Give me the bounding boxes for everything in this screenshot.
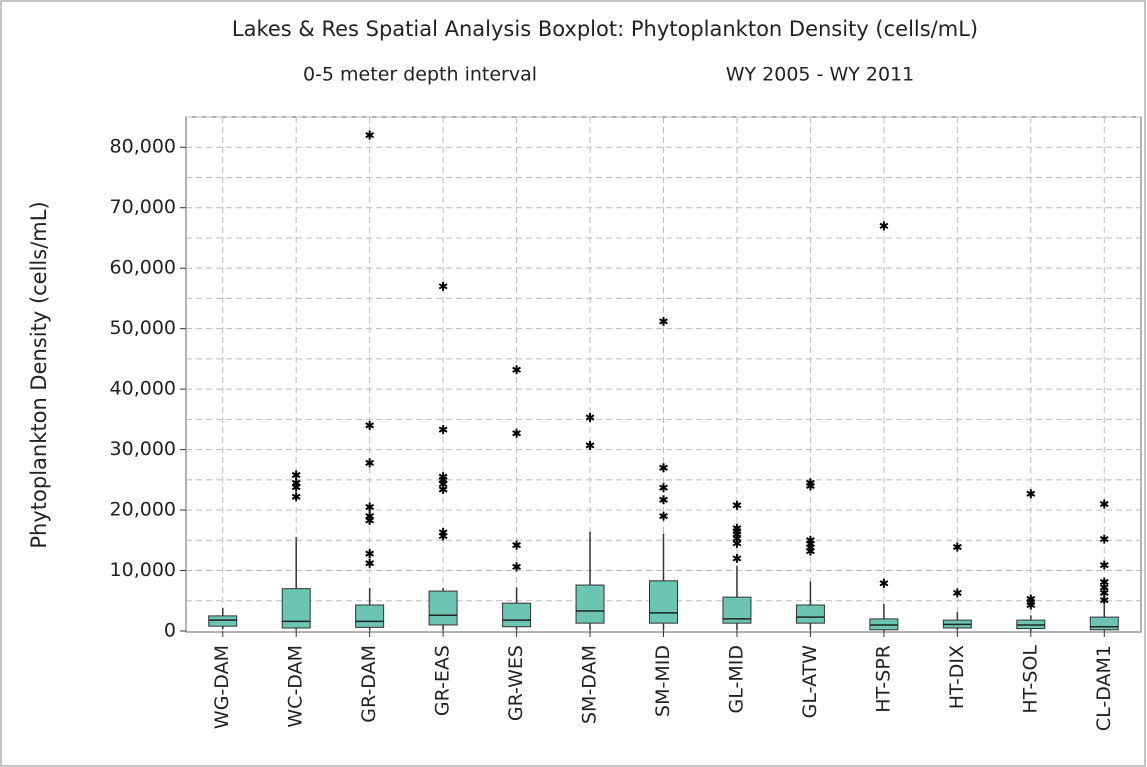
x-tick-label: SM-DAM	[579, 645, 601, 724]
box	[355, 604, 385, 628]
box	[281, 588, 311, 629]
outlier	[291, 482, 301, 492]
outlier	[365, 458, 375, 468]
outlier	[291, 492, 301, 502]
y-tick-label: 30,000	[110, 438, 176, 460]
outlier	[1099, 595, 1109, 605]
outlier	[952, 588, 962, 598]
outlier	[659, 495, 668, 505]
x-tick-label: HT-SPR	[872, 645, 894, 713]
outlier	[659, 483, 668, 493]
outlier	[438, 484, 448, 494]
x-tick-label: HT-SOL	[1019, 645, 1041, 714]
box	[428, 590, 458, 626]
outlier	[1026, 600, 1036, 610]
outlier	[512, 428, 521, 438]
outlier	[879, 221, 889, 231]
box	[649, 580, 678, 624]
y-tick-label: 0	[164, 620, 176, 642]
outlier	[365, 558, 375, 568]
box	[1089, 616, 1119, 631]
y-tick-label: 20,000	[110, 499, 176, 521]
outlier	[732, 538, 742, 548]
outlier	[659, 463, 668, 473]
outlier	[365, 549, 375, 559]
outlier	[585, 440, 595, 450]
outlier	[438, 531, 448, 541]
outlier	[806, 546, 815, 556]
outlier	[1099, 560, 1109, 570]
y-tick-label: 70,000	[110, 196, 176, 218]
outlier	[659, 316, 668, 326]
chart-subtitle: 0-5 meter depth interval	[303, 64, 537, 86]
outlier	[365, 130, 375, 140]
outlier	[438, 425, 448, 435]
y-axis-label: Phytoplankton Density (cells/mL)	[27, 201, 51, 548]
box	[208, 615, 238, 627]
outlier	[365, 515, 375, 525]
outlier	[1099, 499, 1109, 509]
outlier	[512, 562, 521, 572]
x-tick-label: WG-DAM	[211, 645, 233, 729]
box	[795, 604, 825, 624]
outlier	[365, 502, 375, 512]
outlier	[1099, 534, 1109, 544]
y-tick-label: 10,000	[110, 559, 176, 581]
y-tick-label: 50,000	[110, 317, 176, 339]
outlier	[952, 542, 962, 552]
x-tick-label: HT-DIX	[946, 645, 968, 709]
outlier	[879, 578, 889, 588]
box	[575, 584, 605, 624]
outlier	[365, 420, 375, 430]
outlier	[659, 511, 668, 521]
x-tick-label: GR-DAM	[358, 645, 380, 723]
box	[502, 602, 532, 628]
outlier	[585, 413, 595, 423]
y-tick-label: 60,000	[110, 257, 176, 279]
x-tick-label: GL-MID	[725, 645, 747, 713]
y-tick-label: 40,000	[110, 378, 176, 400]
x-tick-label: GR-WES	[505, 645, 527, 721]
chart-title: Lakes & Res Spatial Analysis Boxplot: Ph…	[232, 17, 978, 41]
x-tick-label: SM-MID	[652, 645, 674, 717]
outlier	[512, 540, 521, 550]
x-tick-label: WC-DAM	[285, 645, 307, 728]
outlier	[438, 281, 448, 291]
outlier	[732, 500, 742, 510]
x-tick-label: GR-EAS	[432, 645, 454, 716]
x-tick-label: GL-ATW	[799, 645, 821, 719]
outlier	[806, 481, 815, 491]
chart-subtitle: WY 2005 - WY 2011	[726, 64, 915, 86]
y-tick-label: 80,000	[110, 136, 176, 158]
outlier	[1026, 489, 1036, 499]
outlier	[732, 553, 742, 563]
outlier	[512, 365, 521, 375]
outlier	[291, 470, 301, 480]
x-tick-label: CL-DAM1	[1093, 645, 1115, 731]
